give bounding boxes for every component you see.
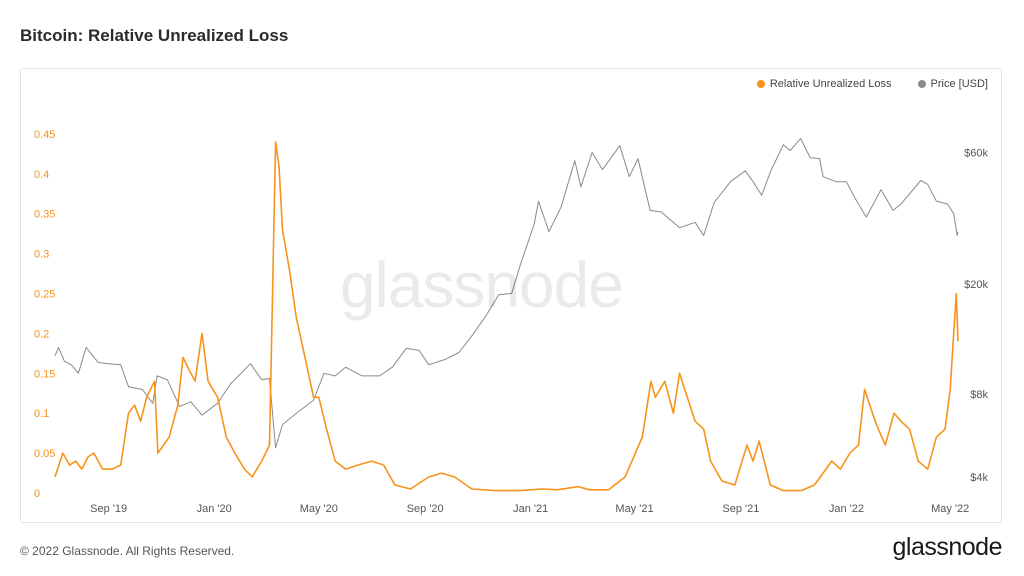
y-left-tick-label: 0.4	[34, 169, 49, 181]
y-left-tick-label: 0	[34, 488, 40, 500]
y-left-tick-label: 0.3	[34, 249, 49, 261]
chart-legend: Relative Unrealized Loss Price [USD]	[756, 78, 988, 90]
y-left-tick-label: 0.25	[34, 289, 55, 301]
y-right-tick-label: $20k	[964, 279, 988, 291]
legend-dot-gray	[917, 80, 926, 88]
series-line-price	[54, 137, 959, 449]
y-left-tick-label: 0.2	[34, 328, 49, 340]
y-left-tick-label: 0.35	[34, 209, 55, 221]
x-tick-label: Sep '20	[407, 503, 444, 515]
x-tick-label: May '22	[931, 503, 969, 515]
y-right-tick-label: $60k	[964, 147, 988, 159]
x-tick-label: Jan '22	[829, 503, 864, 515]
x-tick-label: Jan '21	[513, 503, 548, 515]
legend-item-price[interactable]: Price [USD]	[917, 78, 988, 90]
x-tick-label: Sep '21	[722, 503, 759, 515]
legend-label-unrealized-loss: Relative Unrealized Loss	[769, 78, 892, 90]
y-left-tick-label: 0.05	[34, 448, 55, 460]
y-left-tick-label: 0.1	[34, 408, 49, 420]
legend-label-price: Price [USD]	[930, 78, 988, 90]
chart-title: Bitcoin: Relative Unrealized Loss	[20, 26, 289, 45]
legend-dot-orange	[756, 80, 765, 88]
y-left-tick-label: 0.45	[34, 129, 55, 141]
copyright-footer: © 2022 Glassnode. All Rights Reserved.	[20, 544, 235, 558]
y-left-tick-label: 0.15	[34, 368, 55, 380]
chart-panel	[20, 68, 1002, 523]
legend-item-unrealized-loss[interactable]: Relative Unrealized Loss	[756, 78, 892, 90]
x-tick-label: May '21	[615, 503, 653, 515]
x-tick-label: May '20	[300, 503, 338, 515]
brand-logo: glassnode	[892, 533, 1003, 561]
y-right-tick-label: $8k	[970, 389, 988, 401]
x-tick-label: Sep '19	[90, 503, 127, 515]
series-line-unrealized-loss	[54, 141, 959, 492]
x-tick-label: Jan '20	[197, 503, 232, 515]
y-right-tick-label: $4k	[970, 472, 988, 484]
